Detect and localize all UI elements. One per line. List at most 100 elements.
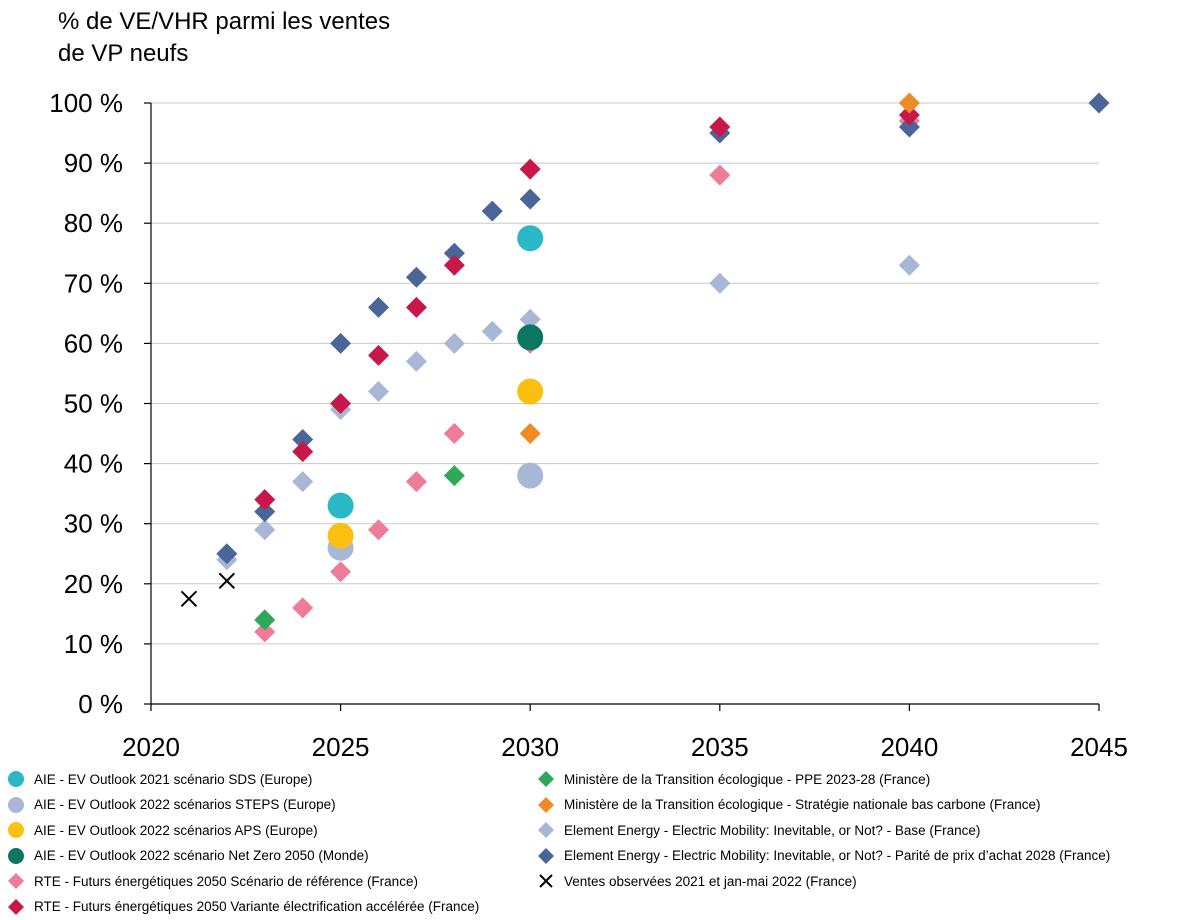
data-point <box>405 266 427 288</box>
legend-marker <box>8 796 24 813</box>
legend-item: Ventes observées 2021 et jan-mai 2022 (F… <box>536 868 857 894</box>
chart-title: % de VE/VHR parmi les ventes de VP neufs <box>58 8 391 67</box>
data-point <box>709 116 731 138</box>
data-point <box>368 296 390 318</box>
legend-marker-shape <box>8 873 24 889</box>
legend-marker-shape <box>538 796 554 813</box>
x-tick-label: 2040 <box>880 732 938 762</box>
legend-item: Element Energy - Electric Mobility: Inev… <box>536 843 1110 869</box>
legend-marker <box>539 874 553 888</box>
legend-marker <box>8 847 24 864</box>
gridlines <box>151 102 1099 645</box>
legend-marker <box>8 822 24 838</box>
legend-marker <box>538 822 554 838</box>
data-point <box>517 225 544 252</box>
y-tick-label: 60 % <box>64 328 123 358</box>
data-point <box>292 597 314 619</box>
y-tick-label: 90 % <box>64 148 123 178</box>
legend-item: Element Energy - Electric Mobility: Inev… <box>536 817 980 843</box>
data-point <box>292 429 314 451</box>
data-point <box>898 254 920 276</box>
data-point <box>330 393 352 414</box>
data-point <box>254 609 276 631</box>
x-tick-label: 2020 <box>122 732 180 762</box>
legend-marker-shape <box>539 874 553 888</box>
legend-item: RTE - Futurs énergétiques 2050 Scénario … <box>6 868 418 894</box>
data-point <box>254 621 276 643</box>
data-point <box>898 92 920 114</box>
legend-item: Ministère de la Transition écologique - … <box>536 766 930 792</box>
legend-marker-shape <box>8 771 24 787</box>
data-point <box>405 296 427 318</box>
data-point <box>898 116 920 138</box>
x-tick-label: 2025 <box>312 732 370 762</box>
legend-marker-shape <box>8 898 24 915</box>
legend-label: Ventes observées 2021 et jan-mai 2022 (F… <box>564 873 857 889</box>
axes <box>144 102 1100 711</box>
data-point <box>1088 92 1110 114</box>
data-point <box>443 332 465 354</box>
legend-marker-shape <box>8 847 24 864</box>
legend-marker <box>538 796 554 813</box>
data-point <box>216 543 238 565</box>
data-point <box>180 590 198 608</box>
legend-item: Ministère de la Transition écologique - … <box>536 792 1041 818</box>
data-point <box>709 164 731 186</box>
data-point <box>443 465 465 487</box>
data-point <box>330 561 352 583</box>
data-point <box>519 158 541 180</box>
data-point <box>330 332 352 354</box>
y-tick-label: 10 % <box>64 629 123 659</box>
legend-item: RTE - Futurs énergétiques 2050 Variante … <box>6 894 479 920</box>
legend-marker <box>538 847 554 864</box>
data-point <box>443 254 465 276</box>
legend-marker-shape <box>8 822 24 838</box>
y-tick-label: 80 % <box>64 208 123 238</box>
legend-marker <box>538 771 554 787</box>
data-point <box>517 324 544 351</box>
data-point <box>709 272 731 294</box>
y-tick-label: 30 % <box>64 509 123 539</box>
x-tick-label: 2035 <box>691 732 749 762</box>
data-point <box>405 471 427 493</box>
data-point <box>368 344 390 366</box>
y-tick-label: 50 % <box>64 389 123 419</box>
legend-item: AIE - EV Outlook 2022 scénarios APS (Eur… <box>6 817 318 843</box>
legend-label: Ministère de la Transition écologique - … <box>564 771 931 787</box>
legend: AIE - EV Outlook 2021 scénario SDS (Euro… <box>0 764 1188 919</box>
legend-label: AIE - EV Outlook 2022 scénarios APS (Eur… <box>34 822 318 838</box>
x-tick-label: 2030 <box>501 732 559 762</box>
data-point <box>405 350 427 372</box>
data-points <box>180 92 1110 643</box>
y-tick-label: 100 % <box>49 88 123 118</box>
data-point <box>898 104 920 126</box>
data-point <box>327 492 354 519</box>
data-point <box>481 320 503 342</box>
legend-marker <box>8 873 24 889</box>
data-point <box>519 308 541 330</box>
legend-marker-shape <box>538 847 554 864</box>
legend-label: Element Energy - Electric Mobility: Inev… <box>564 822 981 838</box>
data-point <box>519 423 541 445</box>
legend-label: AIE - EV Outlook 2021 scénario SDS (Euro… <box>34 771 313 787</box>
data-point <box>218 572 236 590</box>
legend-marker <box>8 771 24 787</box>
scatter-chart: 0 % 10 % 20 % 30 % 40 % 50 % 60 % 70 % 80 % 90 % 1… <box>49 88 1128 762</box>
y-tick-label: 40 % <box>64 449 123 479</box>
data-point <box>519 188 541 210</box>
data-point <box>443 423 465 445</box>
x-tick-label: 2045 <box>1070 732 1128 762</box>
data-point <box>327 522 354 549</box>
y-tick-label: 0 % <box>78 689 123 719</box>
legend-marker-shape <box>538 822 554 838</box>
data-point <box>517 378 544 405</box>
y-tick-label: 20 % <box>64 569 123 599</box>
data-point <box>368 380 390 402</box>
data-point <box>254 519 276 541</box>
data-point <box>292 441 314 463</box>
data-point <box>292 471 314 493</box>
legend-label: Element Energy - Electric Mobility: Inev… <box>564 848 1111 863</box>
y-tick-labels: 0 % 10 % 20 % 30 % 40 % 50 % 60 % 70 % 80 % 90 % 1… <box>49 88 123 719</box>
legend-marker-shape <box>8 796 24 813</box>
y-tick-label: 70 % <box>64 268 123 298</box>
